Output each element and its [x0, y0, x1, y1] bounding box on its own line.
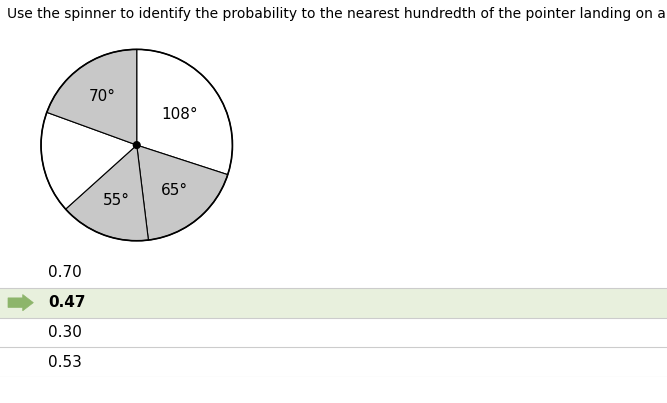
Text: Use the spinner to identify the probability to the nearest hundredth of the poin: Use the spinner to identify the probabil… — [7, 7, 667, 21]
FancyBboxPatch shape — [0, 288, 667, 318]
Text: 65°: 65° — [161, 183, 188, 198]
Text: 55°: 55° — [103, 193, 129, 208]
Polygon shape — [8, 295, 33, 311]
Text: 0.53: 0.53 — [48, 355, 82, 370]
Text: 0.30: 0.30 — [48, 325, 82, 340]
Wedge shape — [65, 145, 148, 241]
Wedge shape — [41, 112, 137, 209]
Text: 70°: 70° — [89, 89, 116, 104]
Wedge shape — [137, 50, 232, 174]
Text: 0.70: 0.70 — [48, 265, 82, 280]
Wedge shape — [137, 145, 227, 240]
Wedge shape — [47, 50, 137, 145]
Text: 0.47: 0.47 — [48, 295, 85, 310]
Text: 108°: 108° — [161, 107, 197, 122]
Circle shape — [133, 142, 140, 148]
